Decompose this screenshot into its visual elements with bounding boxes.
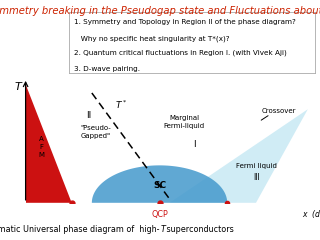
Text: 2. Quantum critical fluctuations in Region I. (with Vivek Aji): 2. Quantum critical fluctuations in Regi… xyxy=(74,50,286,56)
Text: QCP: QCP xyxy=(151,210,168,219)
Polygon shape xyxy=(26,84,72,203)
Text: 3. D-wave pairing.: 3. D-wave pairing. xyxy=(74,66,140,72)
Text: T: T xyxy=(160,225,165,234)
Text: $T$: $T$ xyxy=(14,80,24,92)
Text: Marginal
Fermi-liquid: Marginal Fermi-liquid xyxy=(164,115,204,129)
Text: II: II xyxy=(86,111,92,120)
Text: Schematic Universal phase diagram of  high-: Schematic Universal phase diagram of hig… xyxy=(0,225,160,234)
Polygon shape xyxy=(92,165,227,203)
Text: Fermi liquid: Fermi liquid xyxy=(236,163,277,169)
Text: Why no specific heat singularity at T*(x)?: Why no specific heat singularity at T*(x… xyxy=(74,35,229,42)
Text: A
F
M: A F M xyxy=(38,136,44,158)
Text: Symmetry breaking in the Pseudogap state and Fluctuations about it: Symmetry breaking in the Pseudogap state… xyxy=(0,6,320,16)
Text: III: III xyxy=(253,173,260,182)
Text: I: I xyxy=(193,140,195,149)
Polygon shape xyxy=(170,109,308,203)
Text: 1. Symmetry and Topology in Region II of the phase diagram?: 1. Symmetry and Topology in Region II of… xyxy=(74,19,296,25)
Text: "Pseudo-
Gapped": "Pseudo- Gapped" xyxy=(80,126,111,139)
Text: Crossover: Crossover xyxy=(262,108,296,114)
Text: $T^*$: $T^*$ xyxy=(115,99,127,111)
Text: superconductors: superconductors xyxy=(164,225,234,234)
Text: SC: SC xyxy=(153,181,166,190)
Text: $x$  (doping): $x$ (doping) xyxy=(302,208,320,221)
